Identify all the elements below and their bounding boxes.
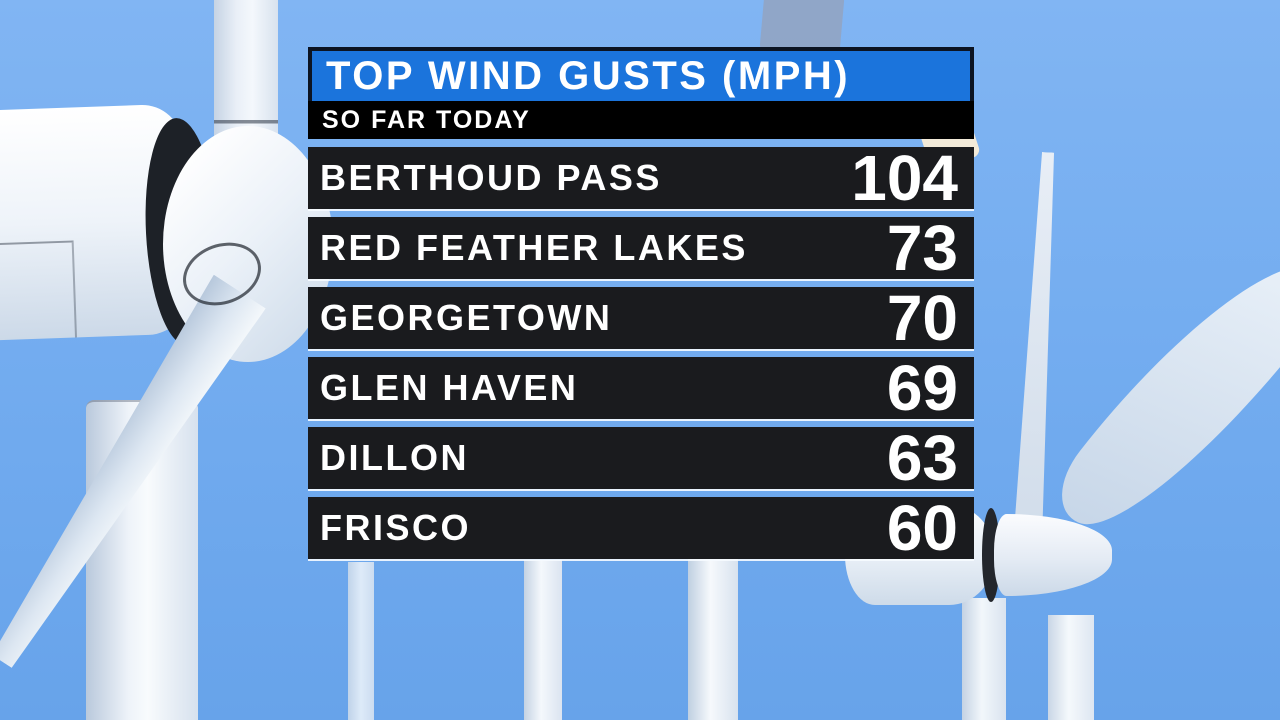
wind-gusts-panel: TOP WIND GUSTS (MPH) SO FAR TODAY BERTHO… xyxy=(308,47,974,567)
right-turbine-tower-b xyxy=(1048,615,1094,720)
nacelle-panel-seam xyxy=(0,240,77,343)
location-label: DILLON xyxy=(320,437,469,478)
gust-row: DILLON 63 xyxy=(308,422,974,494)
panel-subtitle-bar: SO FAR TODAY xyxy=(308,101,974,139)
right-turbine-blade-curved xyxy=(1038,236,1280,550)
distant-turbine-tower-2 xyxy=(524,560,562,720)
gust-row: GEORGETOWN 70 xyxy=(308,282,974,354)
gust-rows: BERTHOUD PASS 104 RED FEATHER LAKES 73 G… xyxy=(308,142,974,564)
location-label: GEORGETOWN xyxy=(320,297,613,338)
right-turbine-blade-up xyxy=(1011,152,1063,575)
panel-title: TOP WIND GUSTS (MPH) xyxy=(326,53,851,98)
gust-value: 60 xyxy=(886,492,958,564)
panel-title-bar: TOP WIND GUSTS (MPH) xyxy=(308,47,974,101)
gust-row: RED FEATHER LAKES 73 xyxy=(308,212,974,284)
location-label: BERTHOUD PASS xyxy=(320,157,662,198)
gust-row: FRISCO 60 xyxy=(308,492,974,564)
right-turbine-tower-a xyxy=(962,598,1006,720)
location-label: FRISCO xyxy=(320,507,472,548)
gust-value: 69 xyxy=(886,352,958,424)
gust-row: GLEN HAVEN 69 xyxy=(308,352,974,424)
gust-row: BERTHOUD PASS 104 xyxy=(308,142,974,214)
location-label: GLEN HAVEN xyxy=(320,367,579,408)
location-label: RED FEATHER LAKES xyxy=(320,227,748,268)
gust-value: 104 xyxy=(851,142,958,214)
distant-turbine-tower-1 xyxy=(348,562,374,720)
gust-value: 73 xyxy=(886,212,958,284)
right-turbine-nose-cone xyxy=(994,514,1112,596)
gust-value: 70 xyxy=(886,282,958,354)
distant-turbine-tower-3 xyxy=(688,558,738,720)
panel-subtitle: SO FAR TODAY xyxy=(322,105,531,134)
gust-value: 63 xyxy=(886,422,958,494)
